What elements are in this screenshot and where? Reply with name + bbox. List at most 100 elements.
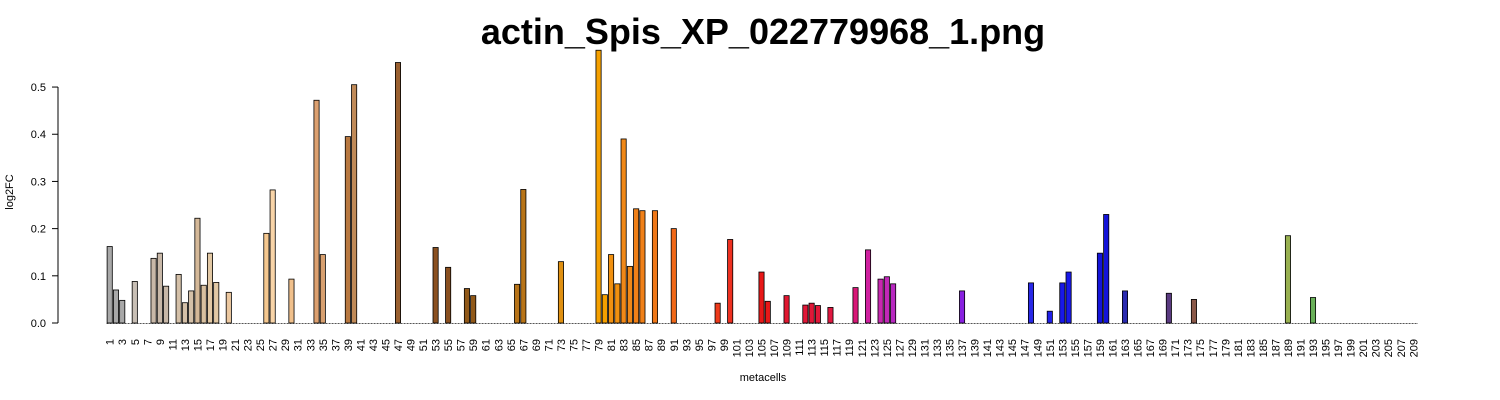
x-tick-label: 59	[468, 339, 480, 351]
x-tick-label: 73	[556, 339, 568, 351]
bar-metacell-109	[783, 295, 790, 324]
x-tick-label: 147	[1020, 339, 1032, 357]
x-tick-label: 197	[1333, 339, 1345, 357]
x-tick-label: 105	[757, 339, 769, 357]
x-tick-label: 11	[167, 339, 179, 350]
bar-metacell-34	[313, 99, 320, 324]
x-tick-label: 45	[380, 339, 392, 351]
x-tick-label: 179	[1220, 339, 1232, 357]
x-tick-label: 83	[619, 339, 631, 351]
x-tick-label: 193	[1308, 339, 1320, 357]
x-tick-label: 39	[343, 339, 355, 351]
bar-metacell-85	[633, 208, 640, 324]
x-tick-label: 139	[970, 339, 982, 357]
bar-metacell-86	[639, 210, 646, 324]
x-tick-label: 155	[1070, 339, 1082, 357]
x-tick-label: 77	[581, 339, 593, 351]
bar-metacell-1	[106, 246, 113, 324]
bar-metacell-154	[1065, 271, 1072, 324]
x-tick-label: 173	[1183, 339, 1195, 357]
x-tick-label: 43	[368, 339, 380, 351]
x-tick-label: 167	[1145, 339, 1157, 357]
x-tick-label: 15	[192, 339, 204, 351]
bar-metacell-100	[727, 239, 734, 324]
x-tick-label: 79	[594, 339, 606, 351]
x-tick-label: 89	[656, 339, 668, 351]
x-tick-label: 163	[1120, 339, 1132, 357]
x-tick-label: 99	[719, 339, 731, 351]
x-tick-label: 169	[1158, 339, 1170, 357]
x-tick-label: 57	[456, 339, 468, 351]
x-tick-label: 1	[105, 339, 117, 345]
x-tick-label: 29	[280, 339, 292, 351]
x-tick-label: 55	[443, 339, 455, 351]
bar-metacell-12	[175, 273, 182, 324]
x-tick-label: 7	[142, 339, 154, 345]
x-tick-label: 177	[1208, 339, 1220, 357]
x-tick-label: 61	[481, 339, 493, 351]
bar-metacell-81	[608, 254, 615, 324]
x-tick-label: 75	[568, 339, 580, 351]
bar-metacell-2	[112, 289, 119, 324]
x-tick-label: 199	[1346, 339, 1358, 357]
y-tick-label: 0.2	[31, 224, 46, 236]
x-tick-label: 23	[243, 339, 255, 351]
x-tick-label: 151	[1045, 339, 1057, 357]
x-tick-label: 135	[945, 339, 957, 357]
x-tick-label: 111	[794, 339, 806, 356]
x-tick-label: 119	[844, 339, 856, 357]
bar-metacell-83	[620, 138, 627, 324]
bar-metacell-151	[1046, 310, 1053, 324]
bar-metacell-193	[1310, 297, 1317, 324]
bar-metacell-120	[852, 287, 859, 324]
bar-metacell-84	[626, 265, 633, 324]
x-tick-label: 109	[782, 339, 794, 357]
bar-metacell-5	[131, 281, 138, 324]
bar-metacell-91	[670, 228, 677, 324]
bar-metacell-8	[150, 257, 157, 324]
x-tick-label: 85	[631, 339, 643, 351]
bar-metacell-114	[814, 305, 821, 324]
x-tick-label: 65	[506, 339, 518, 351]
bar-metacell-98	[714, 302, 721, 324]
bar-metacell-163	[1122, 290, 1129, 324]
x-tick-label: 161	[1107, 339, 1119, 357]
y-tick-label: 0.1	[31, 271, 46, 283]
x-tick-label: 17	[205, 339, 217, 351]
x-tick-label: 91	[669, 339, 681, 351]
x-tick-label: 13	[180, 339, 192, 351]
bar-metacell-82	[614, 283, 621, 324]
bar-metacell-35	[319, 254, 326, 324]
x-tick-label: 123	[869, 339, 881, 357]
bar-metacell-79	[595, 49, 602, 324]
x-tick-label: 27	[268, 339, 280, 351]
bar-metacell-160	[1103, 214, 1110, 324]
x-tick-label: 121	[857, 339, 869, 357]
bar-metacell-18	[213, 282, 220, 324]
x-tick-label: 195	[1321, 339, 1333, 357]
x-tick-label: 37	[330, 339, 342, 351]
x-tick-label: 3	[117, 339, 129, 345]
x-tick-label: 189	[1283, 339, 1295, 357]
bar-metacell-10	[163, 285, 170, 324]
bar-metacell-55	[445, 266, 452, 324]
bar-metacell-20	[225, 291, 232, 324]
bar-metacell-159	[1096, 252, 1103, 324]
x-tick-label: 63	[493, 339, 505, 351]
x-tick-label: 207	[1396, 339, 1408, 357]
bars-group	[106, 49, 1418, 324]
x-tick-label: 81	[606, 339, 618, 351]
bar-metacell-58	[463, 288, 470, 324]
bar-metacell-106	[764, 300, 771, 324]
bar-metacell-59	[470, 295, 477, 324]
bar-metacell-174	[1190, 299, 1197, 324]
bar-metacell-17	[206, 252, 213, 324]
bar-metacell-16	[200, 284, 207, 324]
y-tick-label: 0.3	[31, 176, 46, 188]
x-tick-label: 143	[995, 339, 1007, 357]
bar-metacell-125	[883, 276, 890, 324]
x-tick-label: 19	[218, 339, 230, 351]
bar-metacell-53	[432, 247, 439, 324]
x-tick-label: 171	[1170, 339, 1182, 357]
